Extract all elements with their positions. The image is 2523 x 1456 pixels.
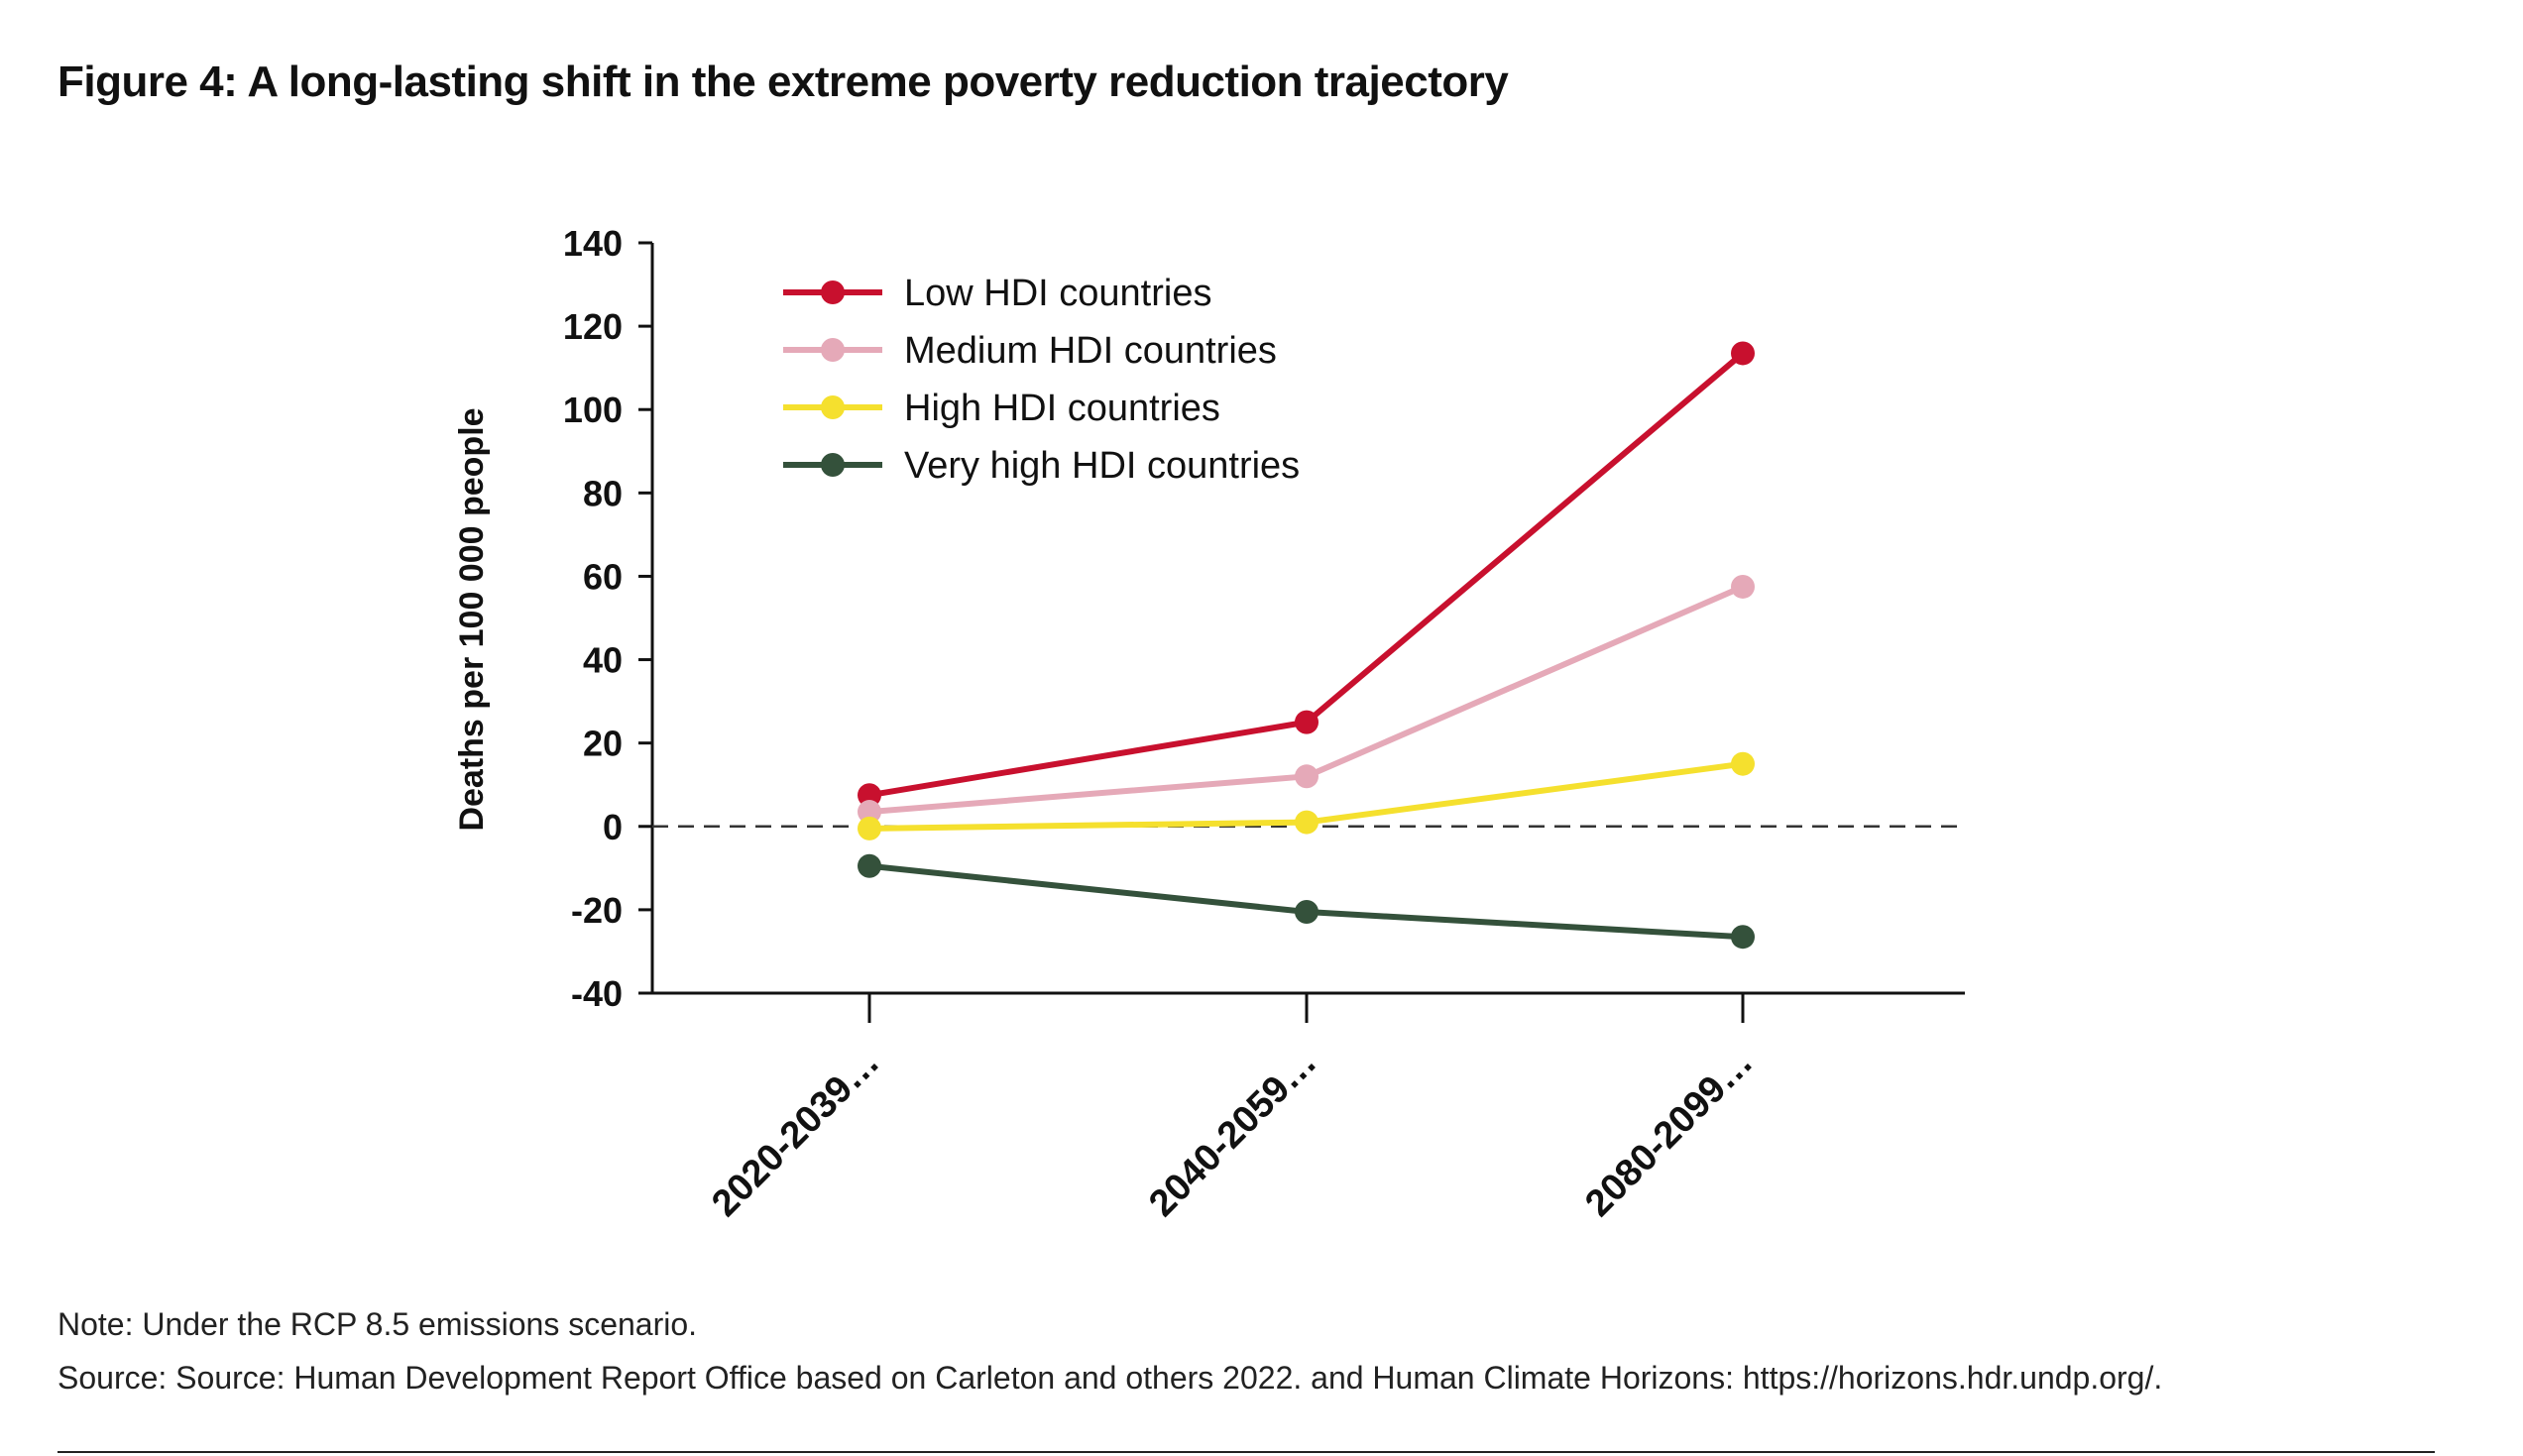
bottom-divider <box>57 1451 2435 1453</box>
data-point <box>858 783 881 808</box>
series-very-high-hdi-countries <box>858 853 1755 950</box>
y-tick-label: 100 <box>563 390 623 430</box>
series-low-hdi-countries <box>858 341 1755 808</box>
data-point <box>1731 341 1755 366</box>
legend-swatch-marker <box>821 280 845 304</box>
y-axis-label: Deaths per 100 000 people <box>453 407 491 831</box>
data-point <box>1295 810 1319 835</box>
legend-label: Low HDI countries <box>904 273 1211 314</box>
series-medium-hdi-countries <box>858 574 1755 825</box>
data-point <box>1731 925 1755 950</box>
legend-item: Low HDI countries <box>783 273 1211 314</box>
legend-swatch-marker <box>821 395 845 419</box>
y-tick-label: -40 <box>571 973 623 1014</box>
legend-item: Very high HDI countries <box>783 445 1300 487</box>
chart-title: Figure 4: A long-lasting shift in the ex… <box>57 57 1509 106</box>
y-tick-label: 120 <box>563 306 623 347</box>
chart-legend: Low HDI countries Medium HDI countries Hig… <box>783 273 1300 487</box>
data-point <box>858 816 881 840</box>
data-point <box>858 853 881 878</box>
y-tick-label: 60 <box>583 556 623 597</box>
chart-axes: 140 120 100 80 60 40 20 0 -20 -40 2020-2039… 2040-2… <box>563 223 1965 1225</box>
data-point <box>1295 710 1319 734</box>
y-tick-label: -20 <box>571 890 623 931</box>
chart-series <box>858 341 1755 950</box>
y-tick-label: 40 <box>583 640 623 681</box>
chart-source: Source: Source: Human Development Report… <box>57 1360 2163 1396</box>
data-point <box>1295 764 1319 789</box>
y-tick-label: 20 <box>583 724 623 764</box>
legend-swatch-marker <box>821 453 845 477</box>
y-tick-label: 80 <box>583 473 623 513</box>
data-point <box>858 800 881 825</box>
legend-swatch-marker <box>821 338 845 362</box>
legend-label: High HDI countries <box>904 388 1220 429</box>
x-tick-label: 2080-2099… <box>1577 1042 1761 1225</box>
data-point <box>1731 751 1755 776</box>
y-tick-label: 0 <box>603 807 623 847</box>
y-tick-label: 140 <box>563 223 623 264</box>
legend-item: High HDI countries <box>783 388 1220 429</box>
chart-note: Note: Under the RCP 8.5 emissions scenar… <box>57 1306 698 1342</box>
x-tick-label: 2040-2059… <box>1141 1042 1324 1225</box>
x-tick-label: 2020-2039… <box>704 1042 887 1225</box>
legend-item: Medium HDI countries <box>783 330 1277 372</box>
data-point <box>1295 899 1319 924</box>
series-high-hdi-countries <box>858 751 1755 840</box>
line-chart: 140 120 100 80 60 40 20 0 -20 -40 2020-2039… 2040-2… <box>453 223 1965 1225</box>
legend-label: Medium HDI countries <box>904 330 1277 372</box>
data-point <box>1731 574 1755 599</box>
legend-label: Very high HDI countries <box>904 445 1300 487</box>
